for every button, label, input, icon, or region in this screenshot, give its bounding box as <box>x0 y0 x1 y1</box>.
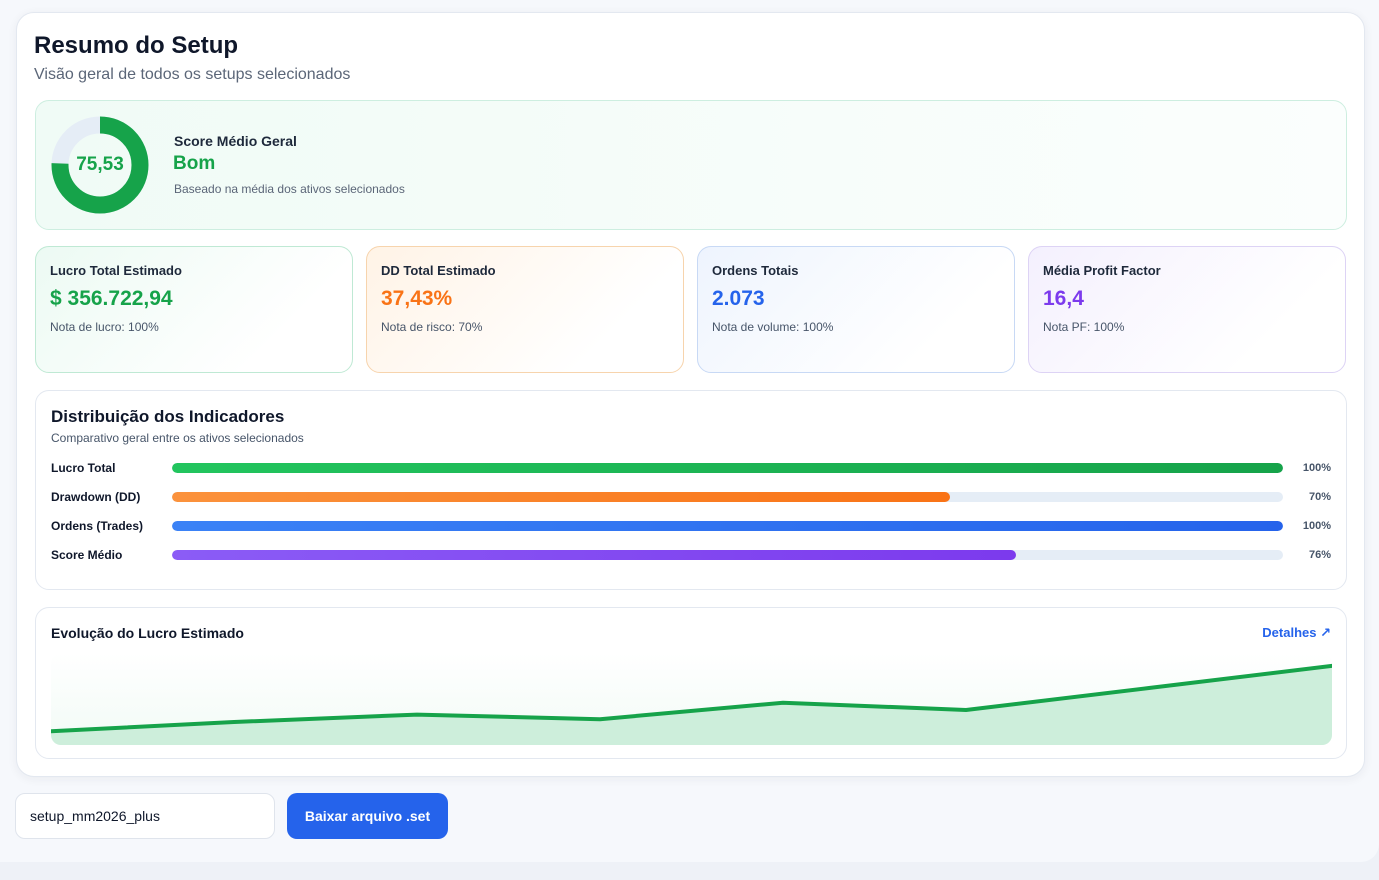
filename-input[interactable] <box>15 793 275 839</box>
metric-card-drawdown: DD Total Estimado 37,43% Nota de risco: … <box>366 246 684 373</box>
score-label: Score Médio Geral <box>174 133 297 149</box>
details-link[interactable]: Detalhes ↗ <box>1262 625 1331 640</box>
metric-value: 16,4 <box>1043 287 1084 310</box>
distribution-title: Distribuição dos Indicadores <box>51 407 285 426</box>
score-grade: Bom <box>173 153 216 174</box>
bar-fill <box>172 521 1283 531</box>
score-ring <box>51 116 149 214</box>
chart-line <box>51 663 1332 734</box>
bar-fill <box>172 550 1017 560</box>
bar-label: Lucro Total <box>51 461 116 475</box>
bar-track <box>172 521 1283 531</box>
metric-card-profit-factor: Média Profit Factor 16,4 Nota PF: 100% <box>1028 246 1346 373</box>
bar-row-drawdown: Drawdown (DD) 70% <box>51 490 1331 504</box>
page-title: Resumo do Setup <box>34 32 239 59</box>
bar-row-score-medio: Score Médio 76% <box>51 548 1331 562</box>
page-subtitle: Visão geral de todos os setups seleciona… <box>34 66 351 83</box>
bar-percent: 100% <box>1302 520 1331 532</box>
bar-percent: 100% <box>1302 462 1331 474</box>
evolution-title: Evolução do Lucro Estimado <box>51 625 244 641</box>
bar-track <box>172 492 1283 502</box>
bar-percent: 76% <box>1308 549 1331 561</box>
metric-value: $ 356.722,94 <box>50 287 173 310</box>
metric-value: 37,43% <box>381 287 453 310</box>
metric-note: Nota de lucro: 100% <box>50 320 159 334</box>
metric-note: Nota de volume: 100% <box>712 320 834 334</box>
setup-summary-card: Resumo do Setup Visão geral de todos os … <box>16 12 1365 777</box>
bar-fill <box>172 492 950 502</box>
bar-row-lucro-total: Lucro Total 100% <box>51 461 1331 475</box>
bar-percent: 70% <box>1308 491 1331 503</box>
metric-label: Lucro Total Estimado <box>50 263 182 278</box>
metric-card-profit: Lucro Total Estimado $ 356.722,94 Nota d… <box>35 246 353 373</box>
chart-area <box>51 665 1332 745</box>
bar-track <box>172 463 1283 473</box>
metric-card-orders: Ordens Totais 2.073 Nota de volume: 100% <box>697 246 1015 373</box>
bar-label: Drawdown (DD) <box>51 490 141 504</box>
metric-value: 2.073 <box>712 287 765 310</box>
bar-label: Ordens (Trades) <box>51 519 144 533</box>
download-set-button[interactable]: Baixar arquivo .set <box>287 793 448 839</box>
bar-track <box>172 550 1283 560</box>
distribution-subtitle: Comparativo geral entre os ativos seleci… <box>51 431 304 445</box>
score-ring-progress <box>51 116 149 214</box>
score-panel: 75,53 Score Médio Geral Bom Baseado na m… <box>35 100 1347 230</box>
bar-label: Score Médio <box>51 548 123 562</box>
metric-label: Ordens Totais <box>712 263 799 278</box>
metric-note: Nota de risco: 70% <box>381 320 483 334</box>
score-value: 75,53 <box>76 154 124 175</box>
profit-evolution-chart <box>51 653 1332 745</box>
score-note: Baseado na média dos ativos selecionados <box>174 182 405 196</box>
indicators-distribution-panel: Distribuição dos Indicadores Comparativo… <box>35 390 1347 590</box>
bar-row-ordens: Ordens (Trades) 100% <box>51 519 1331 533</box>
profit-evolution-panel: Evolução do Lucro Estimado Detalhes ↗ <box>35 607 1347 759</box>
metric-label: Média Profit Factor <box>1043 263 1161 278</box>
metric-label: DD Total Estimado <box>381 263 496 278</box>
metric-note: Nota PF: 100% <box>1043 320 1125 334</box>
bar-fill <box>172 463 1283 473</box>
